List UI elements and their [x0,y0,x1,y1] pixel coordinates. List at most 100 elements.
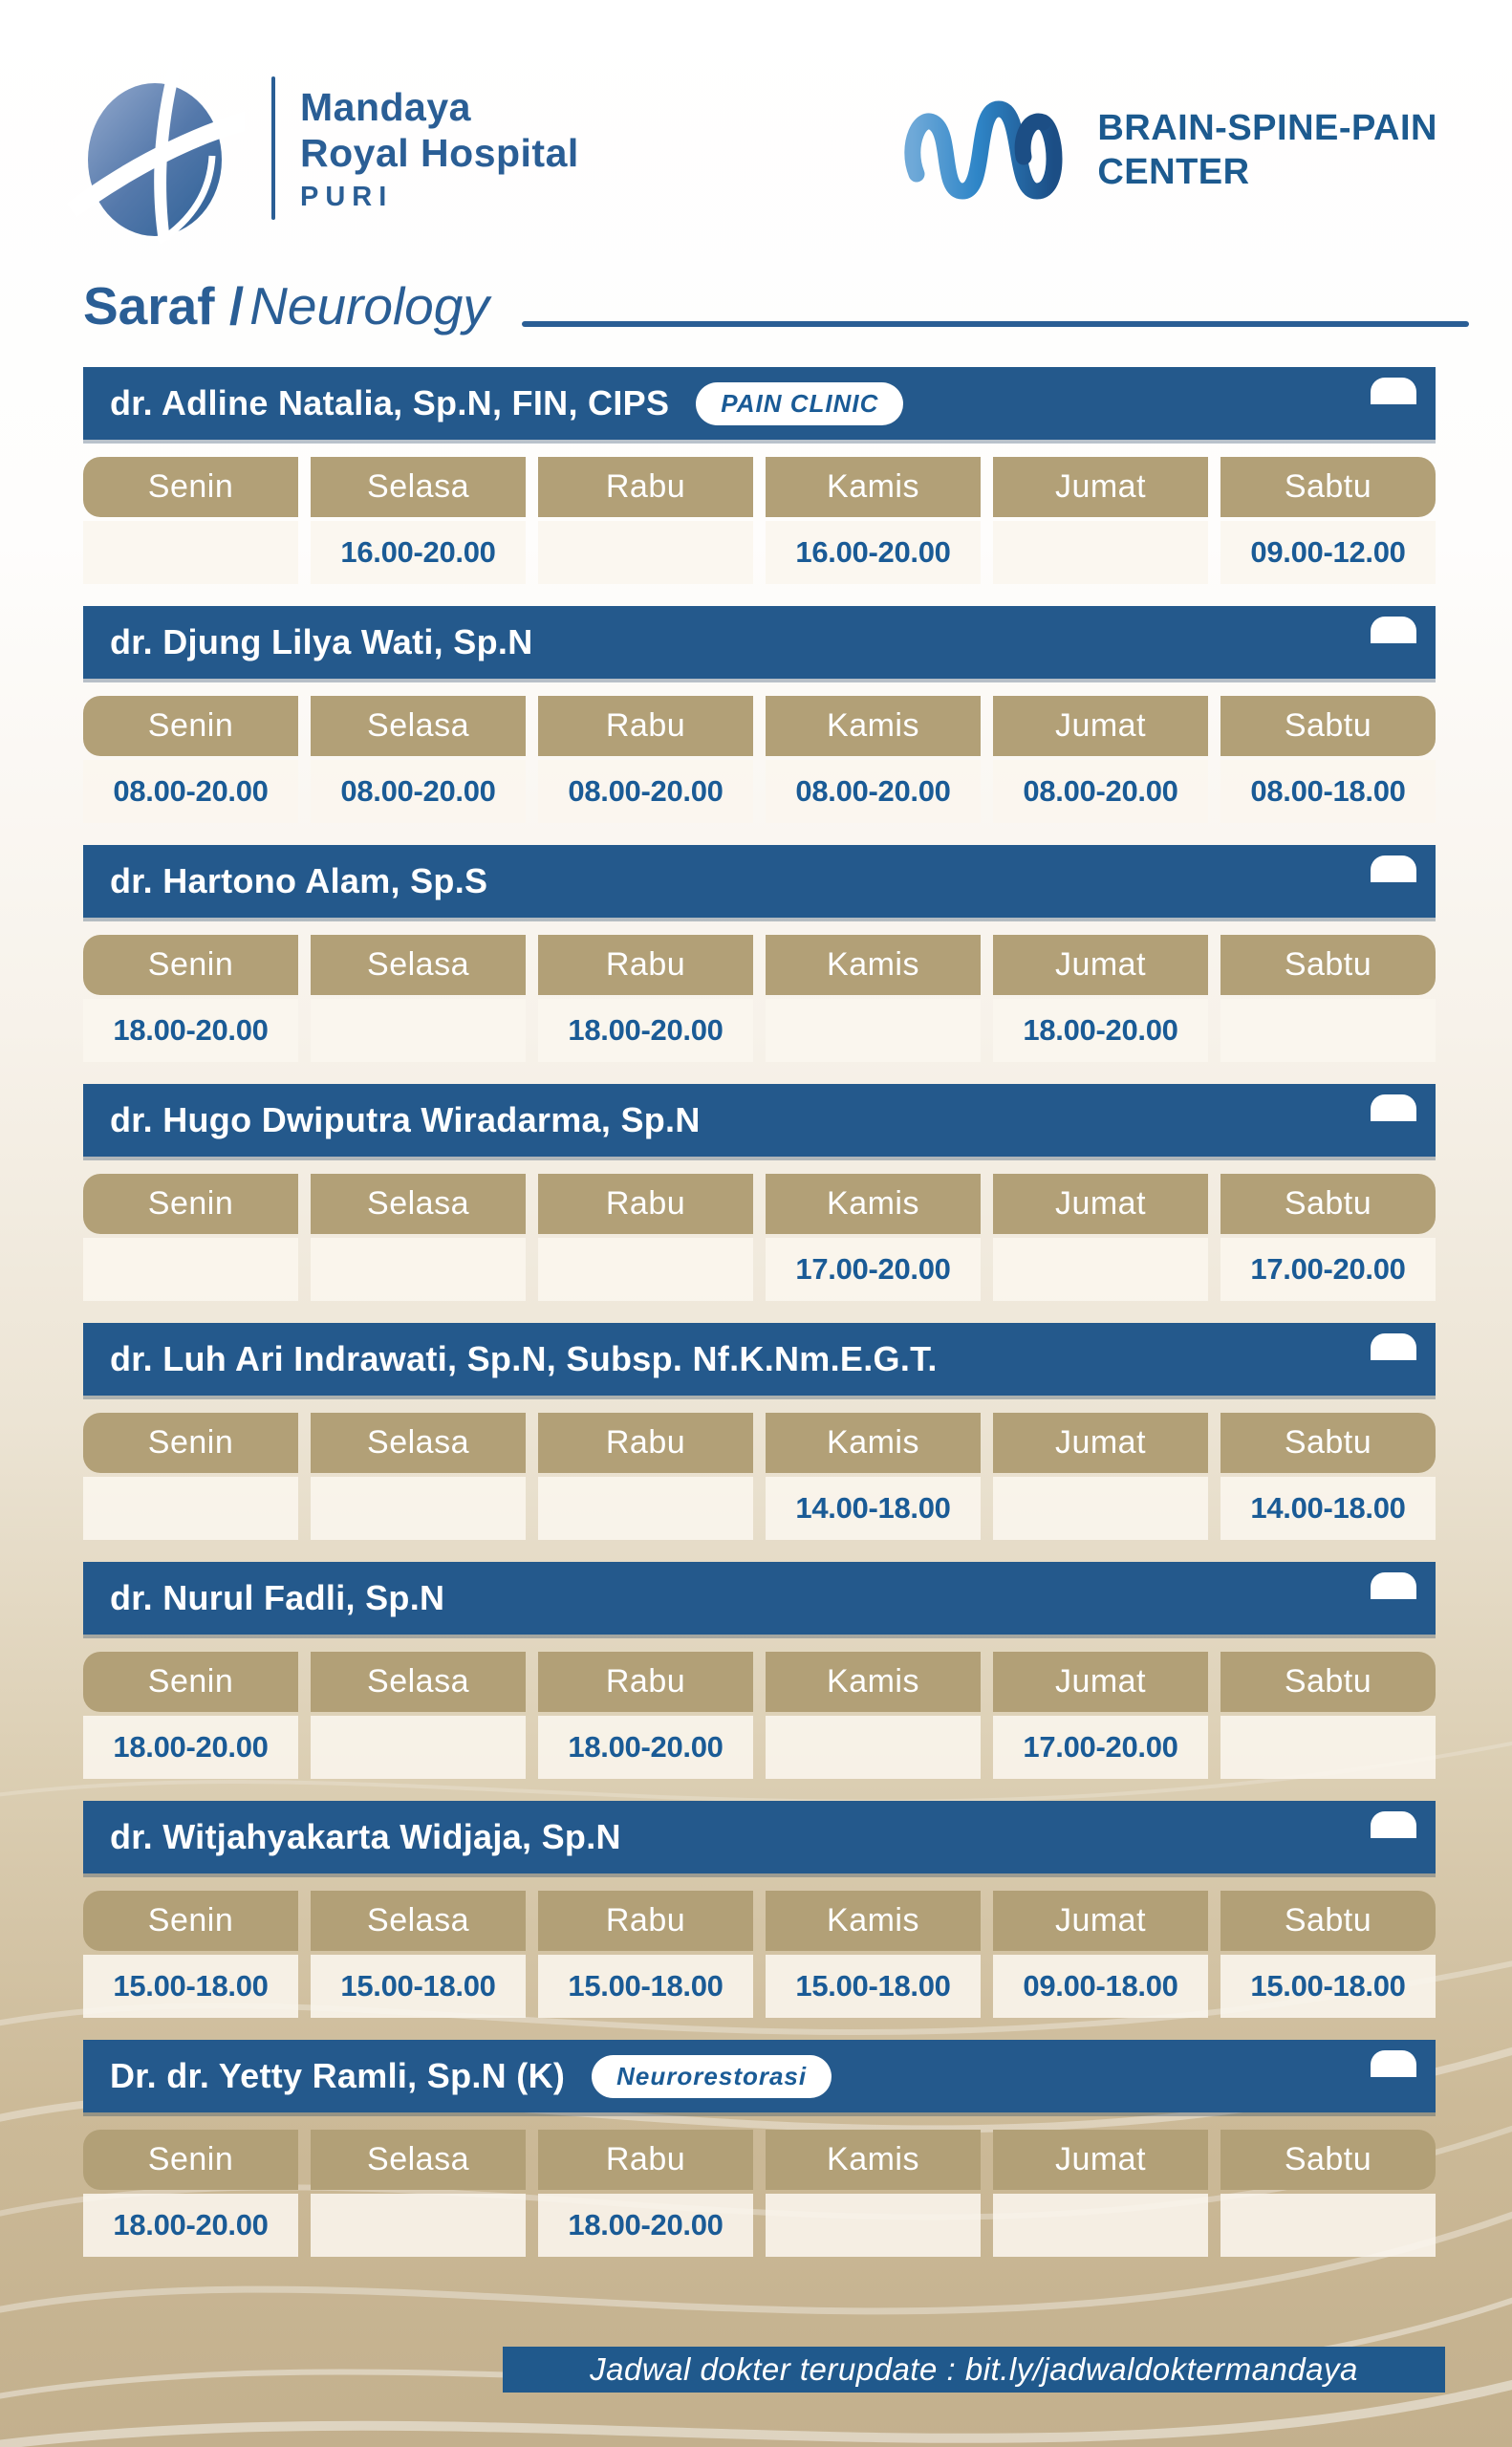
hospital-logo: Mandaya Royal Hospital PURI [67,53,579,244]
doctor-name: dr. Adline Natalia, Sp.N, FIN, CIPS [110,383,670,422]
footer-text: Jadwal dokter terupdate : bit.ly/jadwald… [590,2351,1358,2387]
time-cell: 18.00-20.00 [538,999,753,1062]
time-cell: 08.00-20.00 [311,760,526,823]
center-name: BRAIN-SPINE-PAIN CENTER [1097,106,1437,194]
time-cell: 18.00-20.00 [83,2194,298,2257]
time-cell [1220,2194,1436,2257]
center-logo: BRAIN-SPINE-PAIN CENTER [903,78,1437,222]
day-header-cell: Senin [83,457,298,517]
doctor-header-bar: dr. Hartono Alam, Sp.S [83,845,1436,918]
time-cell: 18.00-20.00 [993,999,1208,1062]
time-cell: 15.00-18.00 [311,1955,526,2018]
hospital-name: Mandaya Royal Hospital PURI [300,84,579,213]
person-icon [1371,374,1416,431]
day-header-cell: Sabtu [1220,457,1436,517]
footer-bar: Jadwal dokter terupdate : bit.ly/jadwald… [503,2347,1445,2393]
day-header-cell: Kamis [766,1652,981,1712]
day-header-row: Senin Selasa Rabu Kamis Jumat Sabtu [83,1413,1436,1473]
bsp-ribbon-icon [904,100,1063,200]
doctor-name: Dr. dr. Yetty Ramli, Sp.N (K) [110,2056,566,2095]
day-header-cell: Senin [83,1891,298,1951]
time-cell [1220,1716,1436,1779]
day-header-row: Senin Selasa Rabu Kamis Jumat Sabtu [83,1652,1436,1712]
time-cell [993,1238,1208,1301]
time-cell: 09.00-18.00 [993,1955,1208,2018]
day-header-cell: Senin [83,1174,298,1234]
title-underline [521,321,1469,327]
day-header-cell: Jumat [993,457,1208,517]
doctor-block: dr. Hugo Dwiputra Wiradarma, Sp.N Senin S… [83,1084,1436,1301]
day-header-cell: Selasa [311,1891,526,1951]
day-header-cell: Selasa [311,935,526,995]
time-cell [538,1238,753,1301]
day-header-cell: Selasa [311,1652,526,1712]
day-header-cell: Senin [83,2130,298,2190]
day-header-cell: Jumat [993,1891,1208,1951]
doctor-header-bar: dr. Witjahyakarta Widjaja, Sp.N [83,1801,1436,1873]
day-header-cell: Selasa [311,2130,526,2190]
day-header-cell: Selasa [311,1413,526,1473]
page-title-en: Neurology [249,276,489,336]
doctor-block: dr. Witjahyakarta Widjaja, Sp.N Senin Sel… [83,1801,1436,2018]
day-header-cell: Rabu [538,1891,753,1951]
time-cell [538,1477,753,1540]
brand-divider [271,76,275,220]
day-header-cell: Sabtu [1220,1891,1436,1951]
time-cell [766,999,981,1062]
time-cell: 17.00-20.00 [766,1238,981,1301]
day-header-cell: Rabu [538,457,753,517]
person-icon [1371,1091,1416,1148]
day-header-cell: Sabtu [1220,1652,1436,1712]
time-cell [83,1238,298,1301]
day-header-cell: Rabu [538,2130,753,2190]
hospital-globe-icon [67,54,245,244]
day-header-cell: Senin [83,696,298,756]
time-cell: 15.00-18.00 [766,1955,981,2018]
day-header-cell: Sabtu [1220,1413,1436,1473]
person-icon [1371,613,1416,670]
doctor-block: dr. Djung Lilya Wati, Sp.N Senin Selasa Ra… [83,606,1436,823]
day-header-row: Senin Selasa Rabu Kamis Jumat Sabtu [83,457,1436,517]
person-icon [1371,852,1416,909]
doctor-block: dr. Hartono Alam, Sp.S Senin Selasa Rabu Ka… [83,845,1436,1062]
day-header-cell: Sabtu [1220,2130,1436,2190]
time-cell: 14.00-18.00 [1220,1477,1436,1540]
time-cell: 08.00-20.00 [993,760,1208,823]
time-cell [311,1477,526,1540]
day-header-cell: Rabu [538,935,753,995]
time-cell [311,2194,526,2257]
person-icon [1371,2046,1416,2104]
doctor-header-bar: dr. Djung Lilya Wati, Sp.N [83,606,1436,679]
time-cell: 18.00-20.00 [83,1716,298,1779]
person-icon [1371,1569,1416,1626]
doctor-block: dr. Nurul Fadli, Sp.N Senin Selasa Rabu Kam… [83,1562,1436,1779]
day-header-cell: Jumat [993,696,1208,756]
time-cell: 15.00-18.00 [83,1955,298,2018]
time-cell [1220,999,1436,1062]
time-row: 18.00-20.00 18.00-20.00 18.00-20.00 [83,999,1436,1062]
time-cell: 18.00-20.00 [83,999,298,1062]
day-header-cell: Selasa [311,1174,526,1234]
day-header-cell: Rabu [538,696,753,756]
hospital-name-line2: Royal Hospital [300,130,579,175]
time-cell: 08.00-20.00 [83,760,298,823]
page-title-id: Saraf / [83,276,245,336]
day-header-cell: Selasa [311,696,526,756]
day-header-cell: Senin [83,935,298,995]
day-header-row: Senin Selasa Rabu Kamis Jumat Sabtu [83,2130,1436,2190]
doctor-name: dr. Nurul Fadli, Sp.N [110,1578,445,1617]
day-header-cell: Sabtu [1220,935,1436,995]
doctor-name: dr. Djung Lilya Wati, Sp.N [110,622,533,661]
doctor-name: dr. Hartono Alam, Sp.S [110,861,488,900]
day-header-cell: Kamis [766,935,981,995]
time-cell: 16.00-20.00 [311,521,526,584]
time-row: 14.00-18.00 14.00-18.00 [83,1477,1436,1540]
time-row: 17.00-20.00 17.00-20.00 [83,1238,1436,1301]
doctor-header-bar: dr. Nurul Fadli, Sp.N [83,1562,1436,1635]
time-cell: 16.00-20.00 [766,521,981,584]
time-cell [538,521,753,584]
time-cell [766,1716,981,1779]
time-row: 18.00-20.00 18.00-20.00 17.00-20.00 [83,1716,1436,1779]
day-header-row: Senin Selasa Rabu Kamis Jumat Sabtu [83,1891,1436,1951]
person-icon [1371,1808,1416,1865]
